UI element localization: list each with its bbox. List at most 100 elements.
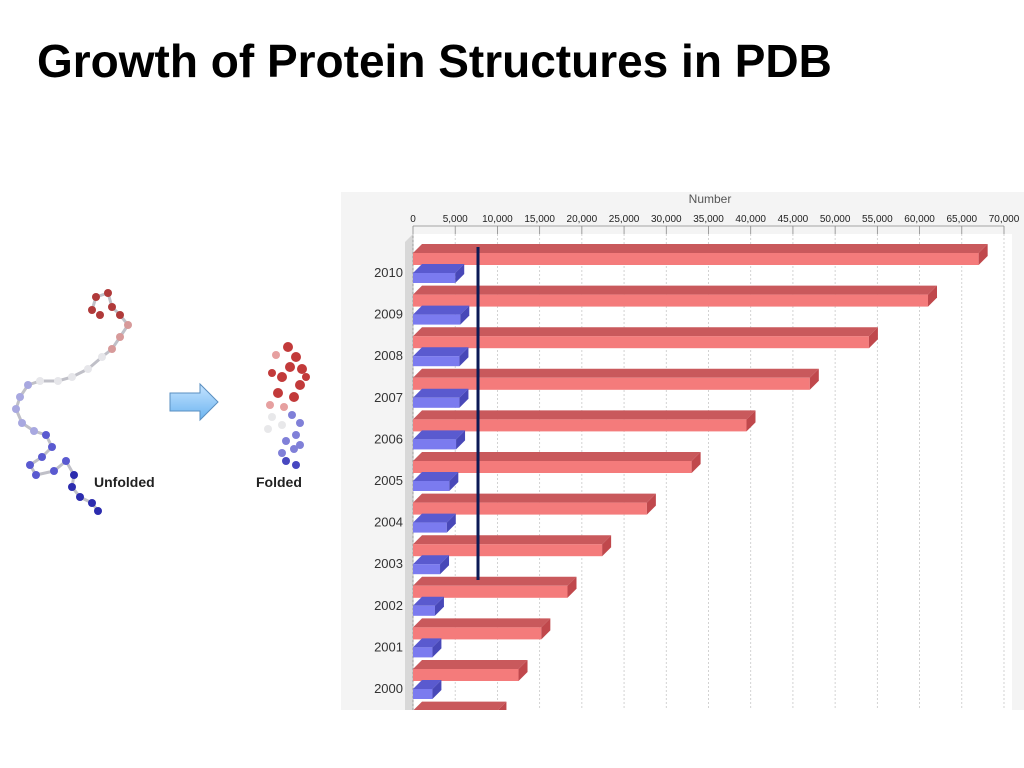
total-bar-face — [413, 544, 603, 557]
yearly-bar-top — [413, 264, 465, 273]
total-bar-top — [413, 285, 938, 295]
plot-side-wall — [405, 234, 413, 710]
chart-svg: 0 5,000 10,000 15,000 20,000 25,000 30,000 35,0… — [374, 192, 1020, 710]
total-bar — [413, 576, 577, 598]
total-bar-side — [541, 618, 551, 640]
yearly-bar-top — [413, 472, 459, 481]
total-bar-side — [691, 452, 701, 473]
yearly-bar-top — [413, 680, 442, 689]
yearly-bar-face — [413, 564, 441, 575]
total-bar-face — [413, 669, 519, 681]
yearly-bar-top — [413, 388, 469, 398]
total-bar-side — [868, 327, 878, 349]
unfolded-protein-chain — [12, 289, 132, 515]
yearly-bar — [413, 388, 469, 408]
x-tick-label: 30,000 — [651, 214, 682, 225]
x-tick-label: 35,000 — [693, 214, 724, 225]
yearly-bar — [413, 305, 470, 325]
total-bar-face — [413, 253, 979, 265]
total-bar-side — [567, 576, 577, 598]
folding-arrow-icon — [169, 382, 219, 422]
total-bar-face — [413, 336, 869, 349]
total-bar — [413, 452, 701, 473]
x-tick-label: 45,000 — [778, 214, 809, 225]
total-bar-face — [413, 419, 747, 432]
unfolded-label: Unfolded — [94, 474, 155, 490]
yearly-bar — [413, 680, 442, 699]
x-tick-label: 15,000 — [524, 214, 555, 225]
yearly-bar-face — [413, 481, 450, 491]
year-label: 2005 — [374, 473, 403, 488]
total-bar-top — [413, 618, 551, 628]
yearly-bar-top — [413, 513, 456, 523]
total-bar — [413, 368, 819, 390]
x-tick-label: 55,000 — [862, 214, 893, 225]
total-bar-face — [413, 585, 568, 598]
yearly-bar — [413, 555, 450, 575]
year-label: 2007 — [374, 390, 403, 405]
year-label: 2000 — [374, 681, 403, 696]
slide-title: Growth of Protein Structures in PDB — [37, 35, 832, 87]
total-bar-top — [413, 327, 878, 337]
x-tick-label: 65,000 — [946, 214, 977, 225]
yearly-bar-face — [413, 439, 457, 450]
x-tick-label: 60,000 — [904, 214, 935, 225]
total-bar — [413, 660, 528, 681]
protein-folding-illustration: Unfolded Folded — [0, 285, 330, 520]
yearly-bar — [413, 638, 442, 658]
total-bar-face — [413, 294, 929, 307]
total-bar-top — [413, 535, 612, 545]
yearly-bar-side — [432, 680, 442, 699]
yearly-bar — [413, 264, 465, 283]
yearly-bar-face — [413, 314, 461, 325]
yearly-bar-face — [413, 689, 433, 699]
total-bar — [413, 701, 507, 710]
x-tick-label: 5,000 — [443, 214, 468, 225]
total-bar-top — [413, 452, 701, 461]
folded-protein-globule — [264, 342, 310, 469]
yearly-bar-face — [413, 397, 460, 408]
yearly-bar-top — [413, 347, 469, 357]
yearly-bar-face — [413, 605, 435, 616]
year-label: 2006 — [374, 431, 403, 446]
yearly-bar-face — [413, 522, 447, 533]
folded-label: Folded — [256, 474, 302, 490]
year-label: 2008 — [374, 348, 403, 363]
total-bar-face — [413, 377, 810, 390]
protein-structures-image — [12, 289, 310, 515]
yearly-bar-side — [456, 430, 466, 450]
total-bar-side — [498, 701, 507, 710]
yearly-bar — [413, 430, 466, 450]
total-bar-top — [413, 576, 577, 586]
x-tick-label: 50,000 — [820, 214, 851, 225]
total-bar — [413, 618, 551, 640]
yearly-bar-face — [413, 356, 460, 367]
yearly-bar — [413, 347, 469, 367]
total-bar-top — [413, 660, 528, 669]
yearly-bar-top — [413, 596, 444, 606]
total-bar-top — [413, 244, 988, 253]
x-tick-label: 40,000 — [735, 214, 766, 225]
x-tick-label: 0 — [410, 214, 416, 225]
yearly-bar — [413, 513, 456, 533]
yearly-bar-side — [446, 513, 456, 533]
total-bar — [413, 244, 988, 265]
yearly-bar — [413, 472, 459, 491]
total-bar-top — [413, 493, 656, 503]
total-bar-top — [413, 410, 756, 420]
x-tick-label: 70,000 — [989, 214, 1020, 225]
total-bar — [413, 285, 938, 307]
year-label: 2010 — [374, 265, 403, 280]
total-bar-face — [413, 627, 542, 640]
yearly-bar-face — [413, 647, 433, 658]
total-bar-side — [978, 244, 988, 265]
total-bar-face — [413, 502, 647, 515]
total-bar — [413, 493, 656, 515]
pdb-growth-chart: 0 5,000 10,000 15,000 20,000 25,000 30,000 35,0… — [341, 192, 1024, 710]
total-bar-face — [413, 461, 692, 473]
total-bar-top — [413, 368, 819, 378]
year-label: 2009 — [374, 307, 403, 322]
yearly-bar-top — [413, 305, 470, 315]
yearly-bar-face — [413, 273, 456, 283]
yearly-bar-side — [455, 264, 465, 283]
